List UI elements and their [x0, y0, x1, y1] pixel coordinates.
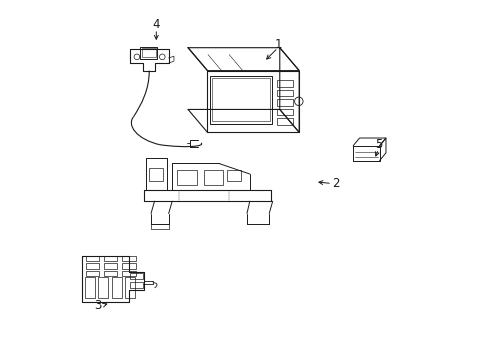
Bar — [276, 109, 292, 115]
Bar — [140, 47, 157, 59]
Bar — [122, 264, 136, 269]
Bar — [276, 99, 292, 105]
Bar — [125, 277, 135, 298]
Bar — [276, 80, 292, 86]
Text: 1: 1 — [274, 38, 281, 51]
Bar — [210, 76, 271, 123]
Bar — [85, 271, 99, 276]
Text: 5: 5 — [374, 138, 382, 151]
Bar — [85, 264, 99, 269]
Bar — [104, 256, 117, 261]
Bar — [98, 277, 108, 298]
Bar — [104, 264, 117, 269]
Text: 2: 2 — [332, 177, 339, 190]
Bar — [226, 171, 241, 181]
Bar — [85, 277, 95, 298]
Bar — [122, 271, 136, 276]
Bar — [112, 277, 122, 298]
Text: 4: 4 — [152, 18, 160, 31]
Bar — [177, 171, 197, 185]
Bar — [130, 273, 142, 279]
Bar — [149, 168, 163, 181]
Bar — [212, 78, 269, 121]
Bar — [142, 48, 155, 57]
Bar — [104, 271, 117, 276]
Bar — [130, 282, 142, 288]
Bar — [85, 256, 99, 261]
Bar — [203, 171, 223, 185]
Text: 3: 3 — [94, 299, 102, 312]
Bar — [276, 90, 292, 96]
Bar — [122, 256, 136, 261]
Bar — [276, 118, 292, 125]
